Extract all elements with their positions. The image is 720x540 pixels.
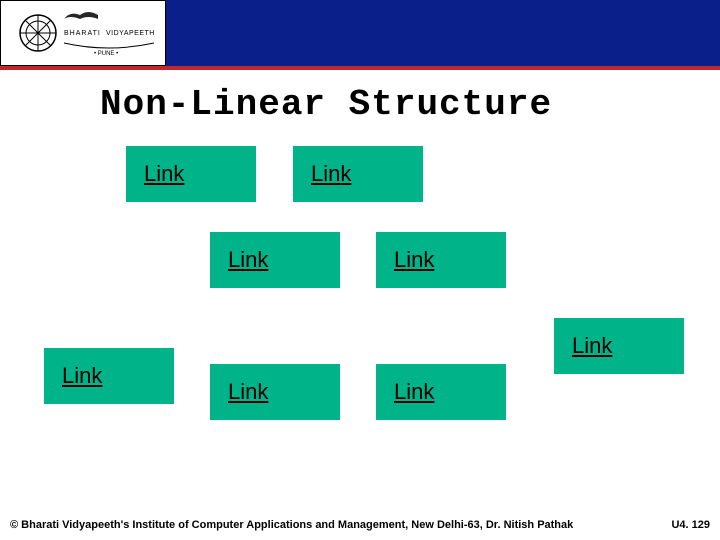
link-node[interactable]: Link xyxy=(293,146,423,202)
link-node[interactable]: Link xyxy=(376,232,506,288)
link-node-label: Link xyxy=(144,161,184,187)
svg-text:BHARATI: BHARATI xyxy=(64,30,101,37)
link-node[interactable]: Link xyxy=(376,364,506,420)
footer-page-number: U4. 129 xyxy=(671,519,710,531)
link-node-label: Link xyxy=(394,247,434,273)
link-node[interactable]: Link xyxy=(126,146,256,202)
slide-title: Non-Linear Structure xyxy=(100,84,552,125)
footer-copyright: © Bharati Vidyapeeth's Institute of Comp… xyxy=(10,519,573,531)
link-node-label: Link xyxy=(62,363,102,389)
svg-text:• PUNE •: • PUNE • xyxy=(94,51,118,57)
link-node-label: Link xyxy=(228,379,268,405)
header-band: BHARATI VIDYAPEETH • PUNE • xyxy=(0,0,720,66)
header-rule xyxy=(0,66,720,70)
footer: © Bharati Vidyapeeth's Institute of Comp… xyxy=(0,510,720,540)
link-node-label: Link xyxy=(572,333,612,359)
svg-text:VIDYAPEETH: VIDYAPEETH xyxy=(106,30,155,37)
link-node[interactable]: Link xyxy=(554,318,684,374)
institution-logo: BHARATI VIDYAPEETH • PUNE • xyxy=(0,0,166,66)
link-node[interactable]: Link xyxy=(210,232,340,288)
link-node-label: Link xyxy=(311,161,351,187)
link-node[interactable]: Link xyxy=(44,348,174,404)
header-fill xyxy=(166,0,720,66)
link-node-label: Link xyxy=(228,247,268,273)
slide: BHARATI VIDYAPEETH • PUNE • Non-Linear S… xyxy=(0,0,720,540)
link-node[interactable]: Link xyxy=(210,364,340,420)
link-node-label: Link xyxy=(394,379,434,405)
